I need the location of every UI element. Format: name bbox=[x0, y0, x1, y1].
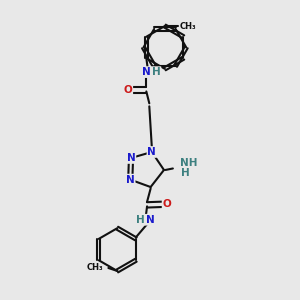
Text: NH: NH bbox=[180, 158, 198, 168]
Text: N: N bbox=[148, 147, 156, 157]
Text: O: O bbox=[163, 199, 171, 209]
Text: H: H bbox=[181, 168, 190, 178]
Text: N: N bbox=[142, 67, 151, 77]
Text: CH₃: CH₃ bbox=[86, 263, 103, 272]
Text: H: H bbox=[136, 215, 145, 225]
Text: N: N bbox=[126, 175, 135, 184]
Text: N: N bbox=[146, 215, 154, 225]
Text: O: O bbox=[124, 85, 132, 95]
Text: H: H bbox=[152, 67, 161, 77]
Text: N: N bbox=[127, 153, 135, 163]
Text: CH₃: CH₃ bbox=[180, 22, 196, 31]
